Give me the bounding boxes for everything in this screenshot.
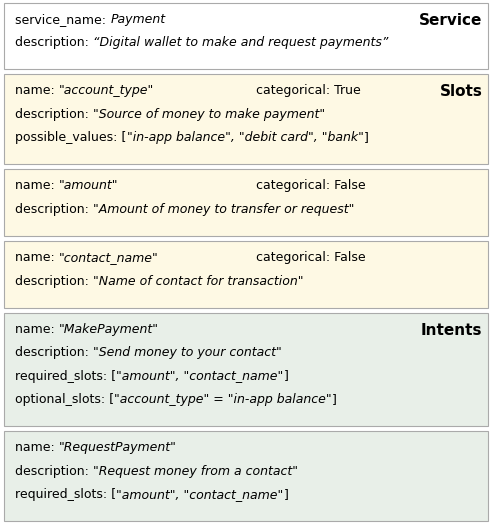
FancyBboxPatch shape (4, 169, 488, 236)
Text: name:: name: (15, 323, 59, 336)
Text: description:: description: (15, 108, 93, 121)
Text: name:: name: (15, 441, 59, 454)
Text: "amount", "contact_name": "amount", "contact_name" (117, 488, 284, 501)
Text: description:: description: (15, 275, 93, 288)
Text: "Source of money to make payment": "Source of money to make payment" (93, 108, 325, 121)
Text: name:: name: (15, 180, 59, 192)
Text: categorical: False: categorical: False (256, 251, 365, 264)
Text: "in-app balance", "debit card", "bank": "in-app balance", "debit card", "bank" (126, 131, 364, 144)
Text: description:: description: (15, 36, 93, 49)
Text: service_name:: service_name: (15, 13, 110, 26)
Text: ]: ] (332, 393, 337, 406)
Text: "account_type" = "in-app balance": "account_type" = "in-app balance" (115, 393, 332, 406)
Text: Intents: Intents (421, 323, 482, 338)
Text: Slots: Slots (439, 84, 482, 100)
Text: description:: description: (15, 465, 93, 477)
Text: "RequestPayment": "RequestPayment" (59, 441, 177, 454)
Text: categorical: True: categorical: True (256, 84, 361, 97)
Text: “Digital wallet to make and request payments”: “Digital wallet to make and request paym… (93, 36, 389, 49)
Text: description:: description: (15, 346, 93, 359)
Text: required_slots: [: required_slots: [ (15, 369, 117, 383)
Text: ]: ] (284, 369, 288, 383)
Text: "account_type": "account_type" (59, 84, 154, 97)
Text: ]: ] (364, 131, 369, 144)
Text: "Amount of money to transfer or request": "Amount of money to transfer or request" (93, 203, 355, 216)
Text: optional_slots: [: optional_slots: [ (15, 393, 115, 406)
Text: Payment: Payment (110, 13, 165, 26)
Text: ]: ] (284, 488, 288, 501)
FancyBboxPatch shape (4, 313, 488, 426)
FancyBboxPatch shape (4, 241, 488, 308)
Text: "Request money from a contact": "Request money from a contact" (93, 465, 298, 477)
Text: "contact_name": "contact_name" (59, 251, 159, 264)
Text: required_slots: [: required_slots: [ (15, 488, 117, 501)
FancyBboxPatch shape (4, 74, 488, 165)
Text: description:: description: (15, 203, 93, 216)
FancyBboxPatch shape (4, 431, 488, 521)
Text: name:: name: (15, 84, 59, 97)
FancyBboxPatch shape (4, 3, 488, 70)
Text: "Send money to your contact": "Send money to your contact" (93, 346, 282, 359)
Text: "Name of contact for transaction": "Name of contact for transaction" (93, 275, 304, 288)
Text: "amount", "contact_name": "amount", "contact_name" (117, 369, 284, 383)
Text: "amount": "amount" (59, 180, 119, 192)
Text: name:: name: (15, 251, 59, 264)
Text: categorical: False: categorical: False (256, 180, 365, 192)
Text: Service: Service (419, 13, 482, 28)
Text: possible_values: [: possible_values: [ (15, 131, 126, 144)
Text: "MakePayment": "MakePayment" (59, 323, 159, 336)
